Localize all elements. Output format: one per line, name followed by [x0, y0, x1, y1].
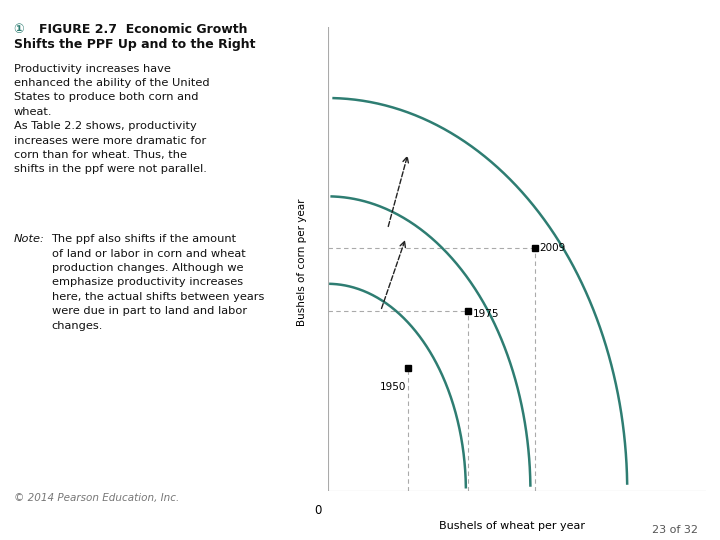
Text: Bushels of wheat per year: Bushels of wheat per year — [439, 522, 585, 531]
Text: Bushels of corn per year: Bushels of corn per year — [297, 198, 307, 326]
Text: The ppf also shifts if the amount
of land or labor in corn and wheat
production : The ppf also shifts if the amount of lan… — [52, 234, 264, 330]
Text: FIGURE 2.7  Economic Growth: FIGURE 2.7 Economic Growth — [39, 23, 248, 36]
Text: ①: ① — [14, 23, 24, 36]
Text: 1975: 1975 — [473, 309, 499, 319]
Text: Shifts the PPF Up and to the Right: Shifts the PPF Up and to the Right — [14, 38, 255, 51]
Text: Note:: Note: — [14, 234, 45, 244]
Text: 1950: 1950 — [379, 382, 406, 392]
Text: 2009: 2009 — [540, 244, 566, 253]
Text: 0: 0 — [315, 504, 322, 517]
Text: © 2014 Pearson Education, Inc.: © 2014 Pearson Education, Inc. — [14, 493, 179, 503]
Text: 23 of 32: 23 of 32 — [652, 524, 698, 535]
Text: Productivity increases have
enhanced the ability of the United
States to produce: Productivity increases have enhanced the… — [14, 64, 210, 174]
